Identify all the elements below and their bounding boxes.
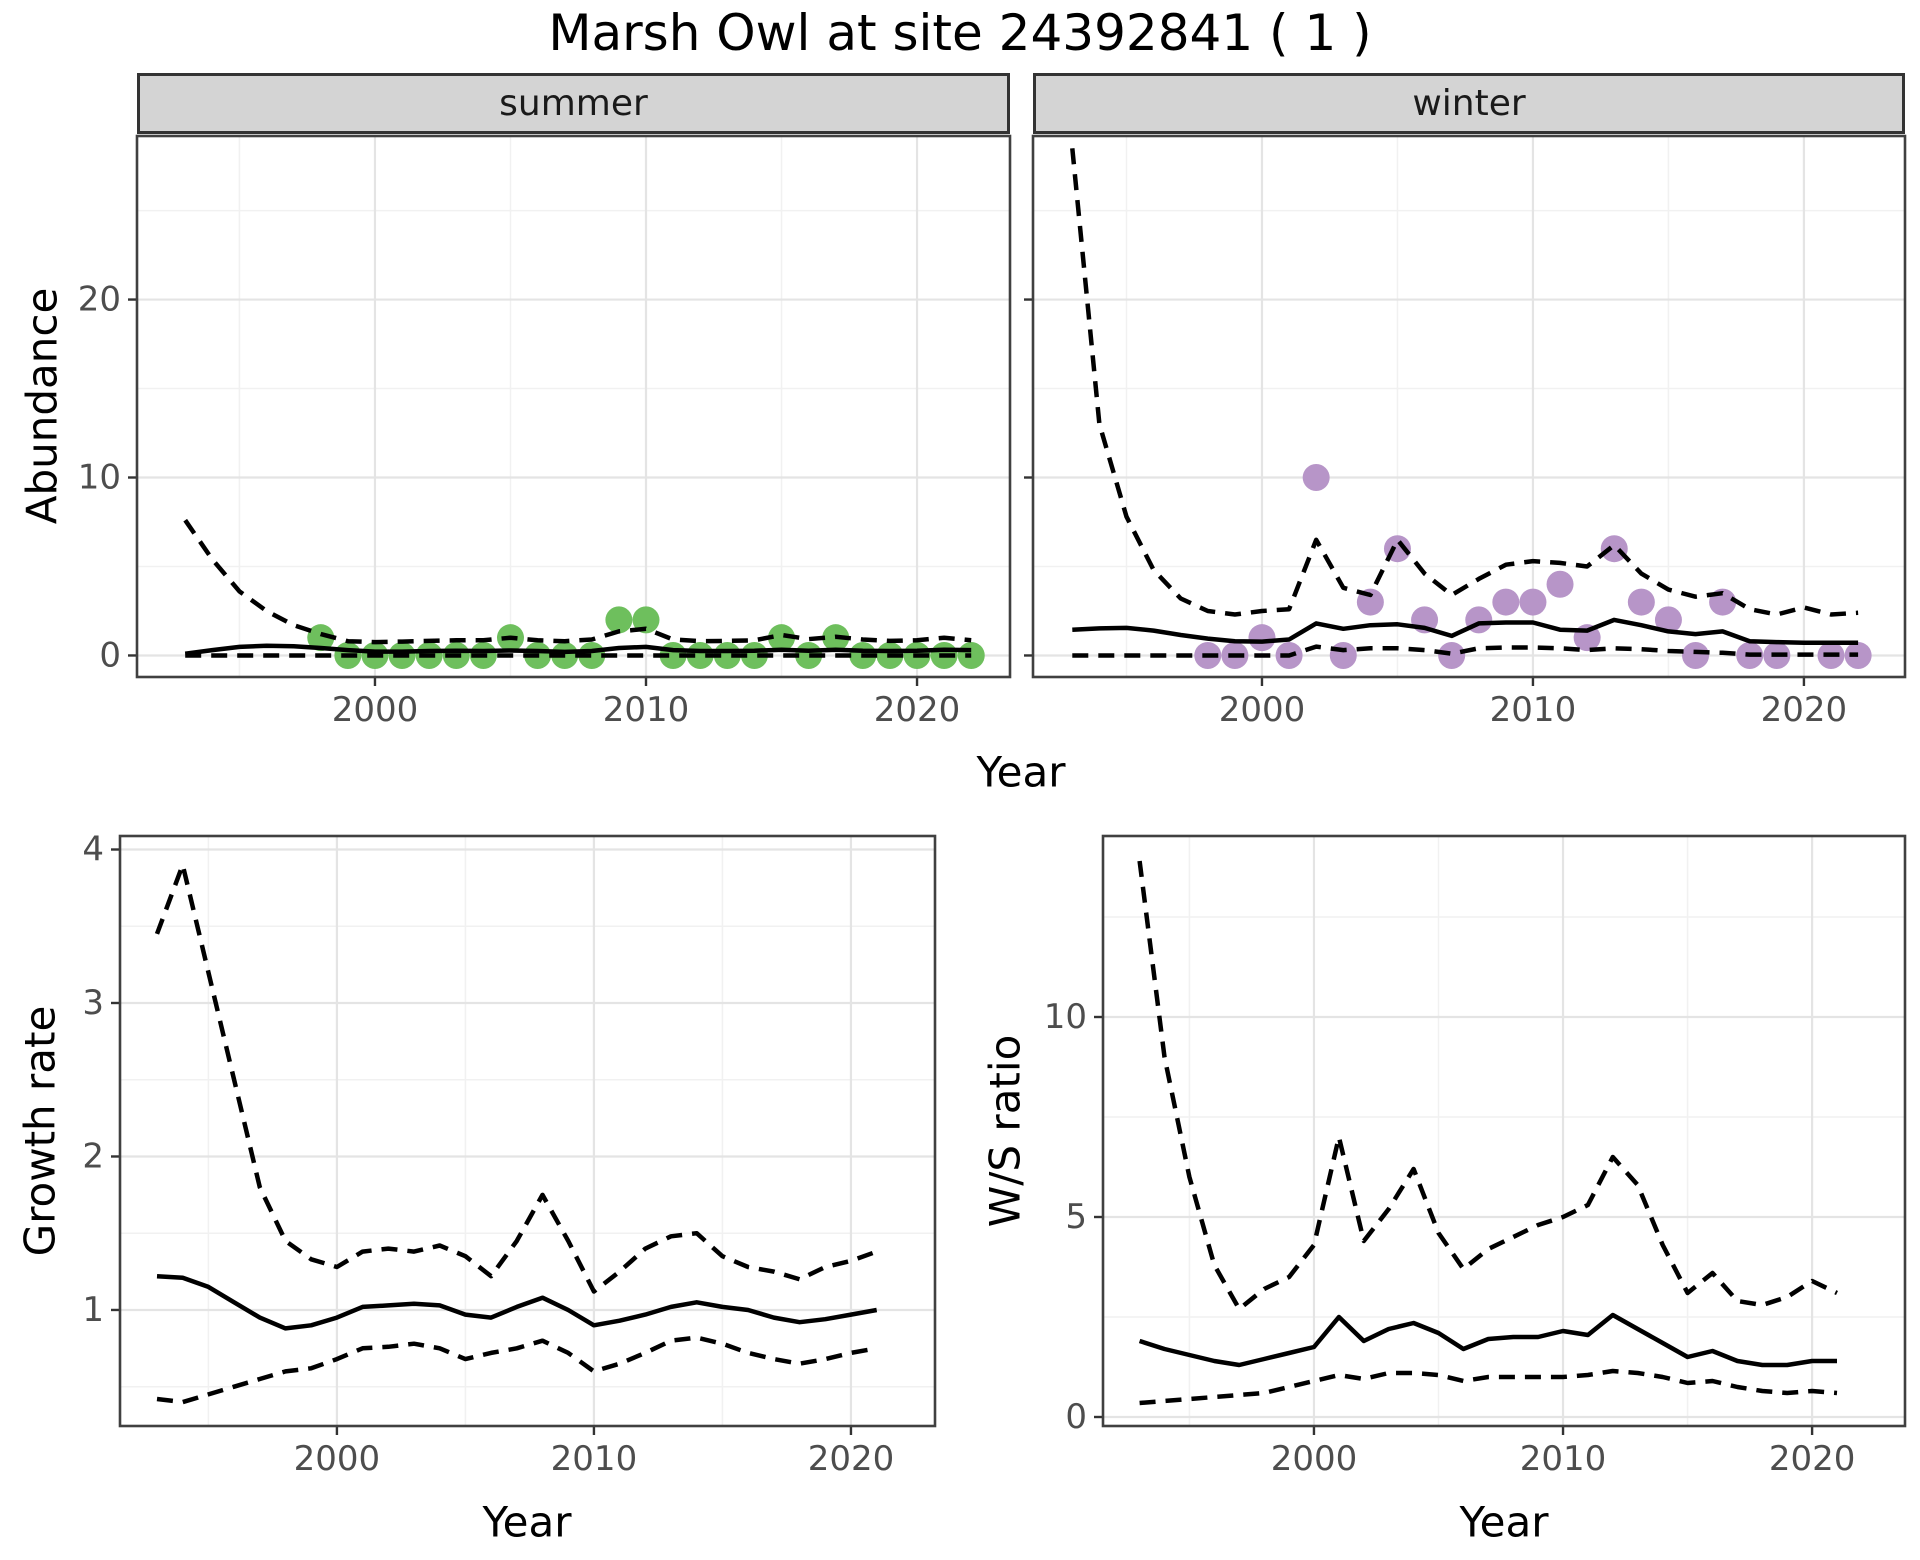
tick-label: 2020 [874,690,961,730]
tick-label: 1 [82,1290,104,1330]
tick-label: 2000 [294,1439,381,1479]
data-point [1519,588,1547,616]
data-point [957,641,985,669]
facet-strip-label: winter [1412,83,1526,124]
data-point [1492,588,1520,616]
panel-border [1101,834,1907,1428]
facet-strip-label: summer [499,83,648,124]
tick-label: 2010 [551,1439,638,1479]
tick-label: 0 [1065,1397,1087,1437]
data-point [1438,641,1466,669]
chart-title: Marsh Owl at site 24392841 ( 1 ) [548,4,1372,62]
data-point [768,624,796,652]
facet-strip-summer: summer [137,73,1010,134]
panel-border [135,134,1012,679]
tick-label: 2020 [808,1439,895,1479]
tick-label: 10 [78,458,121,498]
data-point [1248,624,1276,652]
data-point [307,624,335,652]
tick-label: 2020 [1769,1439,1856,1479]
tick-label: 4 [82,830,104,870]
series-fit [1138,1312,1837,1368]
data-point [1302,464,1330,492]
panel-growth-rate: 2000 2010 2020 1 2 3 4 [82,830,937,1479]
tick-label: 2010 [603,690,690,730]
data-point [1682,641,1710,669]
facet-strip-winter: winter [1033,73,1905,134]
y-axis-title-abundance: Abundance [17,287,67,525]
series-fit [184,643,972,656]
tick-label: 5 [1065,1197,1087,1237]
data-point [1654,606,1682,634]
data-point [1627,588,1655,616]
tick-label: 2000 [1271,1439,1358,1479]
tick-label: 2000 [332,690,419,730]
tick-label: 2020 [1761,690,1848,730]
series-upper_ci [154,862,878,1294]
tick-label: 2 [82,1136,104,1176]
series-fit [156,1273,878,1331]
series-upper_ci [183,518,972,645]
series-fit [1072,617,1859,645]
data-point [1329,641,1357,669]
series-lower_ci [1139,1368,1838,1406]
panel-border [118,834,937,1428]
y-axis-title-growth-rate: Growth rate [15,1005,65,1257]
x-axis-title-year-ws: Year [1459,1497,1549,1547]
panel-ws-ratio: 2000 2010 2020 0 5 10 [1044,834,1907,1479]
panel-abundance-winter: 2000 2010 2020 [1024,134,1907,730]
data-point [1844,641,1872,669]
data-point [1546,570,1574,598]
series-lower_ci [1072,644,1859,658]
tick-label: 0 [99,635,121,675]
data-point [632,606,660,634]
x-axis-title-year-growth: Year [482,1497,572,1547]
tick-label: 2010 [1490,690,1577,730]
x-axis-title-year-top: Year [976,747,1066,797]
tick-label: 20 [78,280,121,320]
tick-label: 2000 [1219,690,1306,730]
panel-border [1031,134,1907,679]
tick-label: 10 [1044,997,1087,1037]
tick-label: 2010 [1520,1439,1607,1479]
series-lower_ci [156,1335,878,1405]
data-point [605,606,633,634]
panel-abundance-summer: 2000 2010 2020 0 10 20 [78,134,1012,730]
series-upper_ci [1137,860,1838,1312]
series-upper_ci [1070,148,1859,617]
y-axis-title-ws-ratio: W/S ratio [980,1034,1030,1228]
tick-label: 3 [82,983,104,1023]
